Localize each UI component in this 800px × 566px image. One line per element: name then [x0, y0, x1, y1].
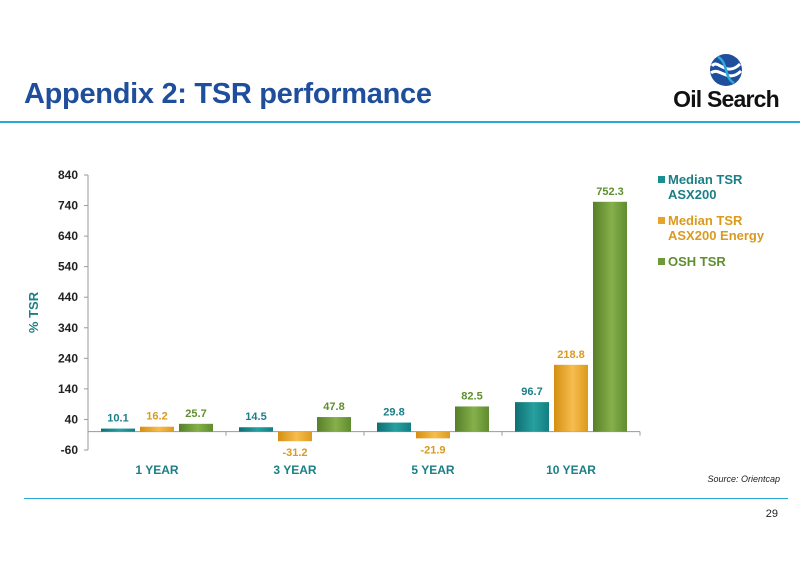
bar	[101, 428, 135, 432]
legend-label-median-asx200-line1: Median TSR	[668, 172, 743, 187]
bar	[515, 402, 549, 432]
legend-label-median-energy-line2: ASX200 Energy	[668, 228, 765, 243]
bar	[554, 364, 588, 432]
y-tick-label: 340	[58, 321, 78, 335]
bar	[239, 427, 273, 432]
y-tick-label: 740	[58, 199, 78, 213]
bar	[455, 406, 489, 432]
x-category-label: 5 YEAR	[411, 463, 454, 477]
bar	[179, 423, 213, 432]
company-logo: Oil Search	[666, 52, 786, 116]
page-number: 29	[765, 508, 778, 520]
legend-swatch-osh	[658, 258, 665, 265]
chart-source: Source: Orientcap	[707, 474, 780, 484]
legend-label-median-asx200-line2: ASX200	[668, 187, 717, 202]
data-label: 14.5	[245, 411, 266, 423]
legend-item-osh: OSH TSR	[658, 254, 796, 269]
legend-label-osh: OSH TSR	[668, 254, 726, 269]
data-label: 29.8	[383, 407, 404, 419]
data-label: -21.9	[420, 444, 445, 456]
legend-label-median-energy-line1: Median TSR	[668, 213, 743, 228]
y-tick-label: 40	[65, 412, 79, 426]
data-label: 218.8	[557, 349, 585, 361]
y-tick-label: 140	[58, 382, 78, 396]
logo-wordmark: Oil Search	[673, 86, 780, 112]
data-label: 752.3	[596, 186, 624, 198]
y-tick-label: -60	[61, 443, 79, 457]
legend-swatch-median-energy	[658, 217, 665, 224]
footer-divider	[24, 498, 788, 499]
bar	[140, 426, 174, 432]
oil-search-globe-icon	[710, 54, 743, 86]
legend-swatch-median-asx200	[658, 176, 665, 183]
data-label: 82.5	[461, 390, 482, 402]
y-axis-label: % TSR	[26, 291, 41, 333]
y-tick-label: 540	[58, 260, 78, 274]
legend-item-median-energy: Median TSR ASX200 Energy	[658, 213, 796, 243]
y-tick-label: 440	[58, 290, 78, 304]
x-category-label: 3 YEAR	[273, 463, 316, 477]
slide-title: Appendix 2: TSR performance	[24, 78, 432, 110]
data-label: 16.2	[146, 411, 167, 423]
y-tick-label: 840	[58, 168, 78, 182]
data-label: -31.2	[282, 447, 307, 459]
bar	[278, 431, 312, 442]
data-label: 96.7	[521, 386, 542, 398]
x-category-label: 1 YEAR	[135, 463, 178, 477]
bar	[317, 417, 351, 432]
y-tick-label: 240	[58, 351, 78, 365]
chart-legend: Median TSR ASX200 Median TSR ASX200 Ener…	[658, 172, 796, 280]
bar	[377, 422, 411, 432]
title-divider	[0, 121, 800, 123]
x-category-label: 10 YEAR	[546, 463, 596, 477]
tsr-bar-chart: -60 40 140 240 340 440 540 640 740 840 % TSR 10.1 16…	[26, 168, 641, 477]
y-tick-label: 640	[58, 229, 78, 243]
legend-item-median-asx200: Median TSR ASX200	[658, 172, 796, 202]
bar	[593, 201, 627, 432]
data-label: 25.7	[185, 408, 206, 420]
bar	[416, 431, 450, 439]
data-label: 10.1	[107, 413, 128, 425]
data-label: 47.8	[323, 401, 344, 413]
